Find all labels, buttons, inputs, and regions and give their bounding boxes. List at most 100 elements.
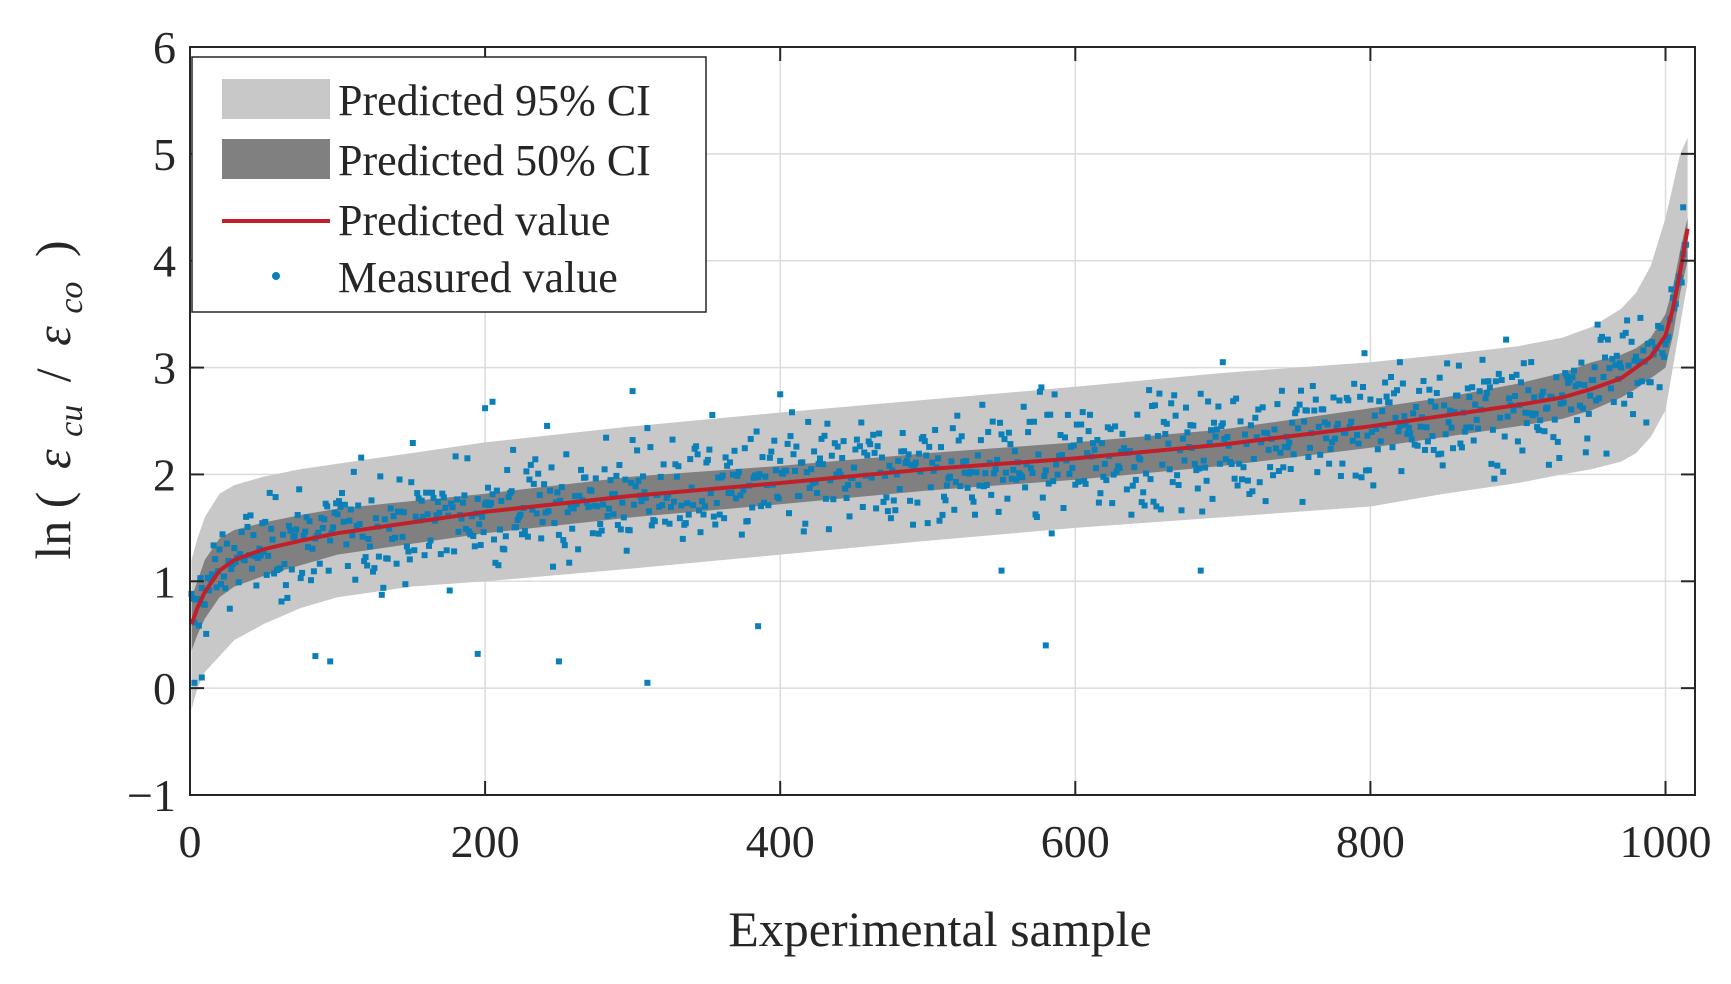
measured-point xyxy=(1206,439,1213,446)
measured-point xyxy=(1159,461,1166,468)
measured-point xyxy=(1402,421,1409,428)
measured-point xyxy=(414,490,421,497)
measured-point xyxy=(218,581,224,588)
measured-point xyxy=(555,531,562,538)
measured-point xyxy=(498,497,505,504)
measured-point xyxy=(209,571,216,578)
measured-point xyxy=(889,467,896,474)
measured-point xyxy=(1420,378,1427,384)
measured-point xyxy=(1640,347,1647,354)
measured-point xyxy=(281,561,288,567)
measured-point xyxy=(1271,426,1278,433)
measured-point xyxy=(1644,340,1651,347)
measured-point xyxy=(1503,336,1510,343)
measured-point xyxy=(1668,286,1675,293)
measured-point xyxy=(1360,384,1366,390)
measured-point xyxy=(1637,314,1644,321)
measured-point xyxy=(1405,424,1412,431)
measured-point xyxy=(429,489,435,496)
measured-point xyxy=(910,521,916,528)
measured-point xyxy=(623,547,630,554)
measured-point xyxy=(1472,401,1479,408)
measured-point xyxy=(1208,427,1214,434)
measured-point xyxy=(1265,446,1272,453)
measured-point xyxy=(1090,440,1096,447)
measured-point-outlier xyxy=(1042,642,1049,649)
x-tick-label: 800 xyxy=(1336,816,1405,867)
measured-point xyxy=(367,543,373,550)
measured-point xyxy=(262,518,269,525)
measured-point xyxy=(812,479,819,486)
measured-point xyxy=(1180,435,1186,442)
measured-point xyxy=(244,523,251,530)
measured-point xyxy=(504,467,511,473)
measured-point xyxy=(1444,360,1451,367)
measured-point xyxy=(825,526,832,533)
measured-point xyxy=(786,510,792,517)
x-tick-label: 600 xyxy=(1041,816,1110,867)
measured-point xyxy=(1339,460,1346,467)
measured-point xyxy=(446,587,453,594)
measured-point xyxy=(1432,403,1439,410)
measured-point xyxy=(880,498,887,505)
measured-point xyxy=(974,452,981,459)
measured-point xyxy=(1578,359,1585,366)
measured-point xyxy=(783,467,790,474)
measured-point xyxy=(1603,450,1610,457)
y-label-suffix: ) xyxy=(25,240,81,257)
measured-point xyxy=(1396,422,1403,429)
measured-point xyxy=(1479,356,1486,363)
y-label-prefix: ln ( xyxy=(25,492,81,560)
measured-point xyxy=(592,475,599,482)
measured-point xyxy=(948,458,955,465)
measured-point xyxy=(1165,440,1172,447)
measured-point xyxy=(669,436,676,443)
measured-point xyxy=(1026,418,1033,425)
measured-point xyxy=(1352,472,1359,479)
measured-point xyxy=(327,537,334,544)
measured-point xyxy=(713,500,720,506)
measured-point xyxy=(716,511,723,518)
measured-point xyxy=(1550,434,1557,441)
measured-point xyxy=(514,517,521,523)
measured-point xyxy=(1494,462,1501,469)
measured-point xyxy=(1146,387,1153,394)
measured-point xyxy=(588,487,595,494)
measured-point xyxy=(222,585,229,592)
measured-point xyxy=(805,418,812,425)
y-label-num-symbol: ε xyxy=(25,449,81,469)
measured-point xyxy=(1678,279,1685,286)
measured-point xyxy=(837,472,844,479)
measured-point xyxy=(470,533,477,539)
measured-point xyxy=(932,427,939,433)
measured-point xyxy=(611,491,618,498)
measured-point xyxy=(1591,364,1598,371)
measured-point xyxy=(969,494,975,501)
measured-point xyxy=(771,437,778,444)
measured-point xyxy=(1166,466,1173,473)
measured-point xyxy=(642,494,649,501)
measured-point xyxy=(997,419,1003,426)
legend-label-ci50: Predicted 50% CI xyxy=(338,136,651,185)
measured-point xyxy=(1000,476,1006,483)
measured-point xyxy=(617,526,624,533)
y-tick-label: 5 xyxy=(153,129,176,180)
measured-point xyxy=(753,428,760,435)
measured-point xyxy=(998,431,1005,438)
measured-point xyxy=(1290,451,1297,458)
measured-point xyxy=(1020,403,1027,410)
measured-point xyxy=(1174,472,1181,479)
measured-point xyxy=(673,473,680,480)
measured-point xyxy=(1197,390,1204,397)
measured-point xyxy=(1537,417,1544,424)
measured-point xyxy=(191,619,198,626)
measured-point xyxy=(1215,403,1222,410)
measured-point xyxy=(735,468,742,475)
measured-point xyxy=(777,457,784,464)
measured-point xyxy=(991,470,998,477)
measured-point xyxy=(1501,433,1508,440)
measured-point xyxy=(976,482,983,489)
measured-point-outlier xyxy=(1680,204,1687,211)
measured-point xyxy=(1236,460,1243,467)
measured-point xyxy=(598,527,605,534)
